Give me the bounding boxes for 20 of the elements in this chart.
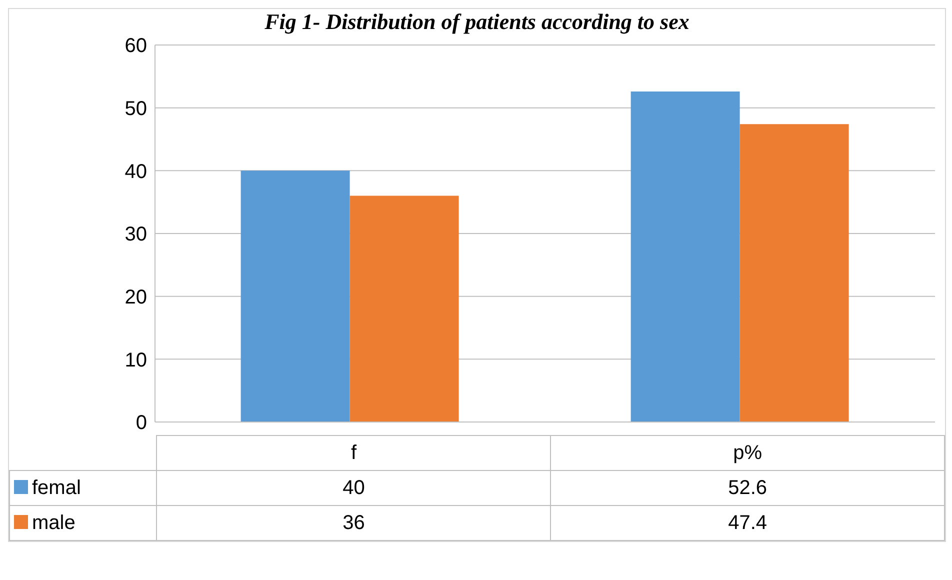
data-label: 52.6 (550, 470, 944, 506)
y-tick-label: 30 (124, 224, 147, 246)
data-label: 40 (156, 470, 551, 506)
y-tick-label: 10 (124, 349, 147, 372)
y-tick-label: 20 (124, 286, 147, 308)
bar (350, 196, 459, 422)
x-tick-label: f (156, 436, 551, 470)
y-tick-label: 60 (124, 35, 147, 58)
data-label: 36 (156, 506, 551, 540)
legend-label: male (10, 506, 157, 540)
y-tick-label: 0 (136, 412, 147, 434)
bar (240, 170, 350, 422)
chart-title: Fig 1- Distribution of patients according to sex (264, 9, 690, 35)
legend-label: femal (10, 470, 157, 506)
bar (740, 124, 849, 422)
y-tick-label: 50 (124, 98, 147, 120)
bar (630, 91, 740, 422)
y-tick-label: 40 (124, 160, 147, 183)
data-label: 47.4 (550, 506, 944, 540)
x-tick-label: p% (550, 436, 944, 470)
